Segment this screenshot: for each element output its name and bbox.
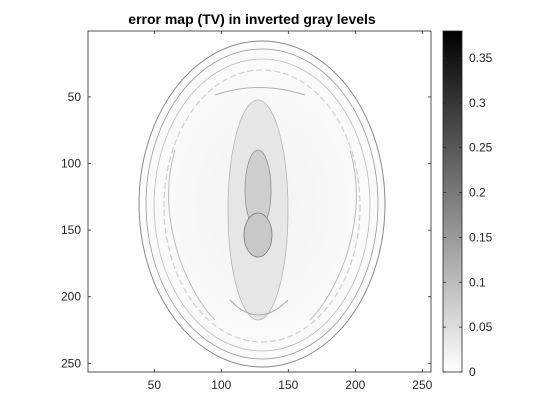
y-tick-label: 150 [61,223,81,237]
colorbar-tick-label: 0 [469,365,476,379]
colorbar-tick-label: 0.05 [469,320,493,334]
colorbar-tick-label: 0.15 [469,230,493,244]
error-map-image [138,40,386,368]
x-axis: 50 100 150 200 250 [148,31,433,392]
colorbar: 0 0.05 0.1 0.15 0.2 0.25 0.3 0.35 [442,30,493,379]
x-tick-label: 50 [148,378,162,392]
y-tick-label: 200 [61,290,81,304]
skull-inner-ring [153,58,371,352]
colorbar-tick-label: 0.35 [469,51,493,65]
lower-structure [229,299,289,316]
y-tick-label: 250 [61,356,81,370]
colorbar-tick-label: 0.25 [469,141,493,155]
upper-structure [214,87,306,96]
y-axis: 50 100 150 200 250 [61,90,431,370]
x-tick-label: 200 [345,378,365,392]
y-tick-label: 50 [68,90,82,104]
colorbar-gradient [442,30,463,373]
left-cortex-contour [168,149,216,321]
brain-contour [163,69,361,343]
plot-area: 50 100 150 200 250 50 100 150 200 250 [61,30,433,392]
x-tick-label: 150 [278,378,298,392]
axes-frame [87,30,432,373]
y-tick-label: 100 [61,157,81,171]
x-tick-label: 250 [412,378,432,392]
chart-title: error map (TV) in inverted gray levels [128,11,376,27]
skull-ring [145,48,379,360]
colorbar-tick-label: 0.3 [469,96,486,110]
midline-structure [243,212,273,258]
colorbar-tick-label: 0.2 [469,186,486,200]
x-tick-label: 100 [211,378,231,392]
right-cortex-contour [309,149,357,321]
colorbar-tick-label: 0.1 [469,275,486,289]
colorbar-axis: 0 0.05 0.1 0.15 0.2 0.25 0.3 0.35 [443,51,493,379]
